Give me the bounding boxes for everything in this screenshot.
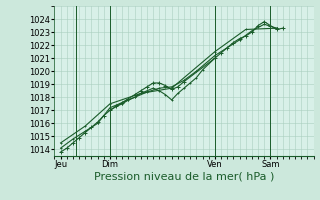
X-axis label: Pression niveau de la mer( hPa ): Pression niveau de la mer( hPa ): [94, 172, 274, 182]
